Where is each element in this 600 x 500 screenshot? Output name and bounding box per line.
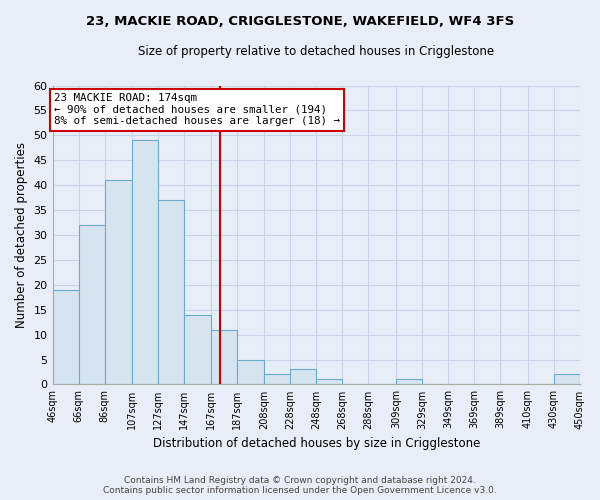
Bar [211,330,236,384]
Bar [158,200,184,384]
Bar [316,380,343,384]
Bar [554,374,580,384]
X-axis label: Distribution of detached houses by size in Crigglestone: Distribution of detached houses by size … [152,437,480,450]
Text: 23 MACKIE ROAD: 174sqm
← 90% of detached houses are smaller (194)
8% of semi-det: 23 MACKIE ROAD: 174sqm ← 90% of detached… [54,93,340,126]
Bar [396,380,422,384]
Title: Size of property relative to detached houses in Crigglestone: Size of property relative to detached ho… [138,45,494,58]
Bar [79,225,105,384]
Text: 23, MACKIE ROAD, CRIGGLESTONE, WAKEFIELD, WF4 3FS: 23, MACKIE ROAD, CRIGGLESTONE, WAKEFIELD… [86,15,514,28]
Bar [105,180,132,384]
Text: Contains HM Land Registry data © Crown copyright and database right 2024.
Contai: Contains HM Land Registry data © Crown c… [103,476,497,495]
Y-axis label: Number of detached properties: Number of detached properties [15,142,28,328]
Bar [236,360,264,384]
Bar [184,314,211,384]
Bar [132,140,158,384]
Bar [264,374,290,384]
Bar [53,290,79,384]
Bar [290,370,316,384]
